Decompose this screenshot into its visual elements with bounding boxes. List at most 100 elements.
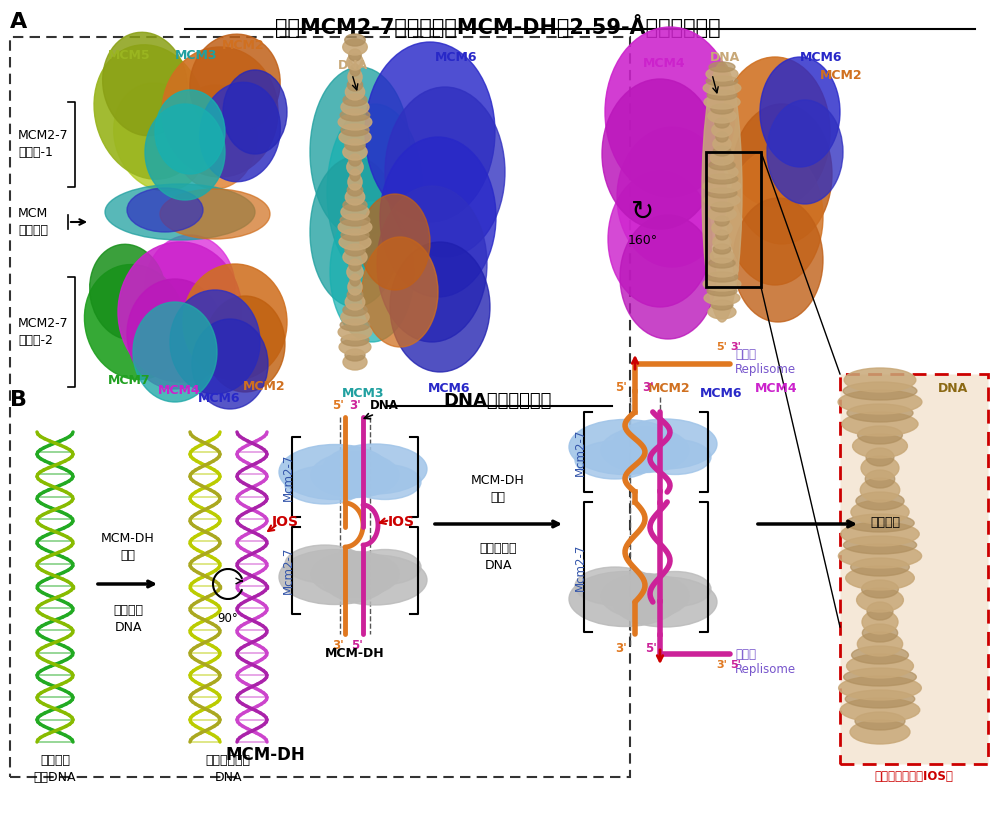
- Ellipse shape: [620, 215, 716, 339]
- Ellipse shape: [390, 242, 490, 372]
- Ellipse shape: [343, 354, 367, 370]
- Ellipse shape: [867, 448, 894, 466]
- Text: MCM3: MCM3: [342, 387, 384, 400]
- Text: A: A: [10, 12, 27, 32]
- Ellipse shape: [711, 104, 733, 114]
- Ellipse shape: [639, 439, 711, 474]
- Ellipse shape: [323, 444, 427, 494]
- Ellipse shape: [861, 456, 899, 480]
- Ellipse shape: [727, 149, 823, 285]
- Ellipse shape: [847, 654, 913, 678]
- Text: 5': 5': [716, 342, 727, 352]
- Ellipse shape: [838, 390, 922, 414]
- Ellipse shape: [345, 139, 366, 151]
- Ellipse shape: [866, 470, 894, 488]
- Ellipse shape: [323, 555, 427, 605]
- Ellipse shape: [709, 160, 735, 170]
- Text: MCM5: MCM5: [108, 49, 150, 62]
- Ellipse shape: [846, 690, 914, 708]
- Ellipse shape: [341, 109, 370, 121]
- Ellipse shape: [170, 290, 260, 394]
- Ellipse shape: [339, 114, 372, 130]
- Ellipse shape: [845, 368, 916, 392]
- Text: IOS: IOS: [272, 515, 299, 529]
- Ellipse shape: [575, 567, 655, 605]
- Ellipse shape: [160, 189, 270, 239]
- Ellipse shape: [343, 94, 367, 106]
- Text: 5': 5': [332, 399, 344, 412]
- Text: DNA复制起始调控: DNA复制起始调控: [444, 392, 552, 410]
- Ellipse shape: [713, 137, 731, 151]
- Text: Replisome: Replisome: [735, 662, 796, 676]
- Ellipse shape: [345, 244, 366, 256]
- Ellipse shape: [339, 219, 372, 235]
- Text: MCM4: MCM4: [755, 382, 798, 395]
- Ellipse shape: [862, 580, 898, 598]
- Text: 5': 5': [616, 381, 627, 394]
- Ellipse shape: [285, 545, 365, 583]
- Ellipse shape: [133, 302, 217, 402]
- Ellipse shape: [327, 104, 423, 280]
- Ellipse shape: [349, 464, 421, 499]
- Ellipse shape: [347, 54, 364, 70]
- Ellipse shape: [94, 45, 206, 179]
- Ellipse shape: [710, 249, 734, 263]
- Text: 5': 5': [730, 660, 741, 670]
- Ellipse shape: [858, 632, 902, 656]
- Ellipse shape: [711, 202, 733, 212]
- Text: 进一步解旋
DNA: 进一步解旋 DNA: [479, 542, 517, 572]
- Ellipse shape: [349, 259, 362, 271]
- Text: DNA: DNA: [338, 59, 369, 72]
- Ellipse shape: [105, 184, 255, 240]
- Ellipse shape: [162, 47, 278, 177]
- Ellipse shape: [569, 572, 681, 626]
- Ellipse shape: [285, 466, 365, 504]
- Text: 5': 5': [645, 642, 657, 655]
- Text: MCM-DH
组装: MCM-DH 组装: [102, 532, 154, 562]
- Ellipse shape: [844, 536, 916, 554]
- Text: 3': 3': [716, 660, 727, 670]
- Ellipse shape: [712, 123, 732, 137]
- Text: 开始复制: 开始复制: [870, 516, 900, 528]
- Text: MCM2: MCM2: [820, 69, 863, 82]
- Ellipse shape: [205, 296, 285, 392]
- Ellipse shape: [341, 124, 370, 136]
- Ellipse shape: [846, 514, 914, 532]
- Ellipse shape: [702, 62, 742, 322]
- Text: 初始开口结构
DNA: 初始开口结构 DNA: [205, 754, 251, 784]
- Text: ↻: ↻: [631, 198, 654, 226]
- Text: MCM6: MCM6: [428, 382, 470, 395]
- Text: 初始开口结构（IOS）: 初始开口结构（IOS）: [874, 770, 953, 783]
- Ellipse shape: [339, 129, 372, 145]
- Ellipse shape: [706, 174, 738, 184]
- Ellipse shape: [341, 99, 369, 115]
- Ellipse shape: [708, 109, 736, 123]
- Ellipse shape: [310, 157, 400, 307]
- Ellipse shape: [103, 32, 187, 136]
- Ellipse shape: [279, 444, 391, 499]
- Ellipse shape: [350, 64, 361, 76]
- Text: 3': 3': [642, 381, 653, 394]
- Ellipse shape: [716, 132, 728, 142]
- Ellipse shape: [846, 566, 914, 590]
- Ellipse shape: [340, 319, 370, 331]
- Text: MCM4: MCM4: [158, 384, 200, 397]
- Ellipse shape: [715, 216, 729, 226]
- Ellipse shape: [863, 624, 897, 642]
- Text: 3': 3': [730, 342, 741, 352]
- Ellipse shape: [341, 334, 369, 346]
- Text: MCM6: MCM6: [700, 387, 742, 400]
- Ellipse shape: [839, 544, 921, 568]
- Ellipse shape: [841, 522, 919, 546]
- Text: Mcm2-7: Mcm2-7: [282, 453, 295, 501]
- Text: MCM2-7
六聚体-2: MCM2-7 六聚体-2: [18, 317, 69, 347]
- Ellipse shape: [707, 286, 737, 296]
- Ellipse shape: [345, 34, 366, 46]
- Ellipse shape: [362, 237, 438, 347]
- Ellipse shape: [190, 34, 280, 134]
- Ellipse shape: [842, 412, 918, 436]
- Text: IOS: IOS: [388, 515, 415, 529]
- Ellipse shape: [345, 349, 365, 361]
- Ellipse shape: [707, 188, 737, 198]
- Text: DNA: DNA: [938, 382, 968, 395]
